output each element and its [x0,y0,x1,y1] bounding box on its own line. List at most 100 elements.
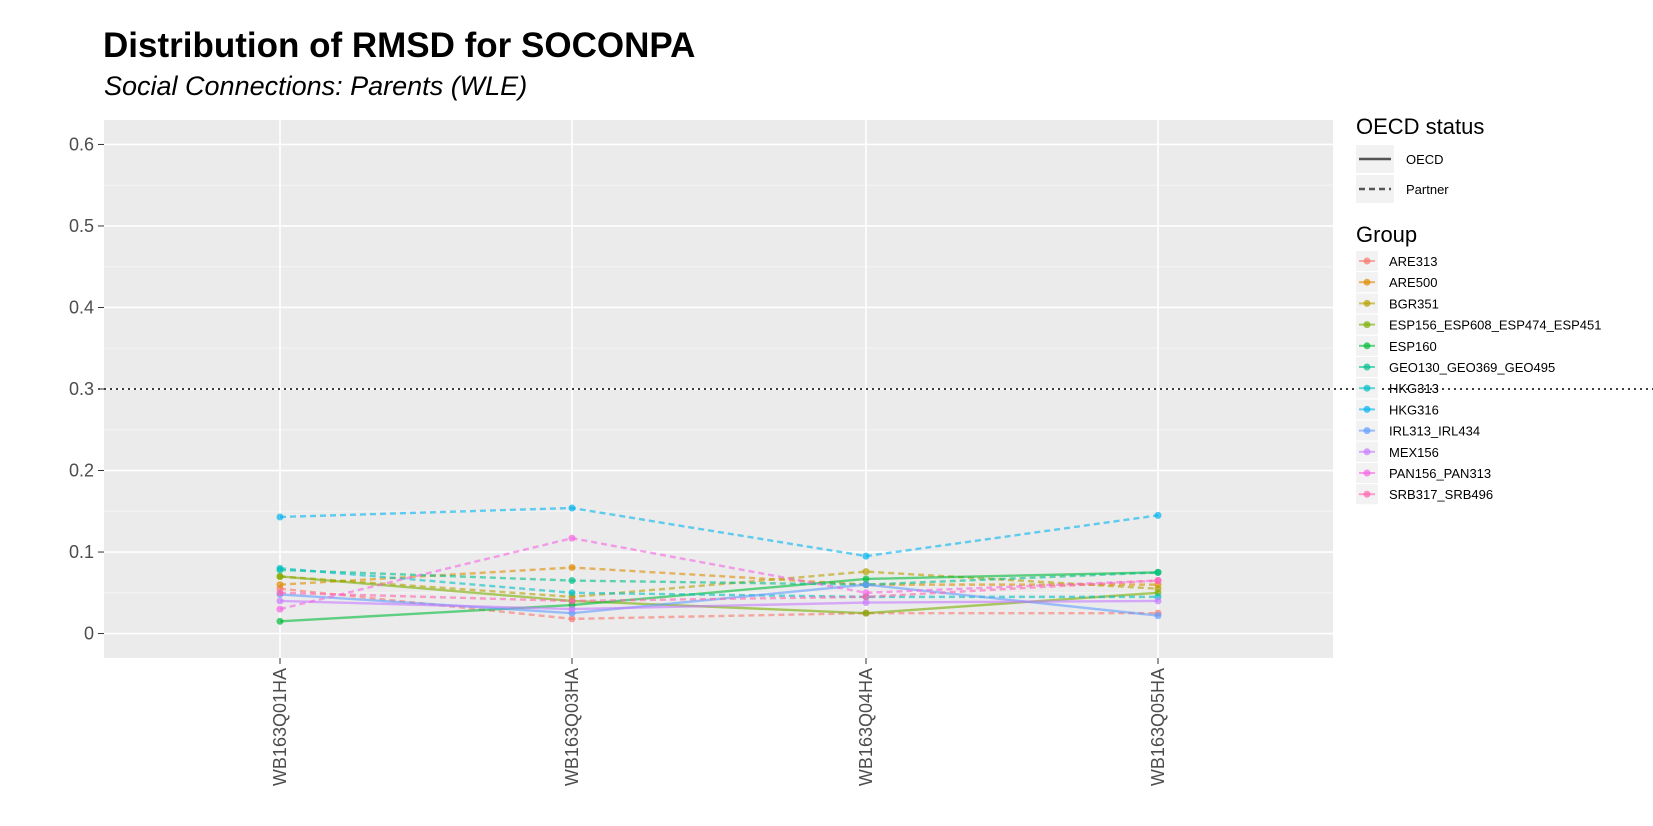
data-point [276,513,284,521]
linetype-legend: OECD status OECD Partner [1356,114,1484,203]
data-point [862,593,870,601]
data-point [1154,597,1162,605]
legend-key-point [1363,342,1371,350]
x-axis: WB163Q01HA WB163Q03HA WB163Q04HA WB163Q05HA [270,658,1168,786]
group-legend-label: GEO130_GEO369_GEO495 [1389,360,1555,375]
linetype-legend-entry: Partner [1356,175,1449,203]
series-line [279,506,1159,558]
series-SRB317_SRB496 [276,577,1162,605]
series-line [279,579,1159,603]
data-point [568,597,576,605]
plot-panel [98,120,1653,658]
data-point [862,599,870,607]
linetype-legend-entry: OECD [1356,145,1444,173]
group-legend-entry: ESP160 [1356,335,1437,356]
group-legend-entry: SRB317_SRB496 [1356,484,1493,505]
group-legend-title: Group [1356,222,1417,247]
data-point [568,605,576,613]
data-point [276,564,284,572]
group-legend-entry: ARE500 [1356,272,1437,293]
linetype-legend-title: OECD status [1356,114,1484,139]
y-tick-label: 0 [84,624,94,644]
y-tick-label: 0.6 [69,134,94,154]
data-point [568,564,576,572]
legend-key-point [1363,427,1371,435]
data-point [1154,511,1162,519]
series-MEX156 [276,597,1162,613]
data-point [862,575,870,583]
x-tick-label: WB163Q03HA [562,668,582,786]
data-point [568,534,576,542]
group-legend-label: ESP156_ESP608_ESP474_ESP451 [1389,318,1602,333]
chart-title: Distribution of RMSD for SOCONPA [103,26,695,65]
group-legend-entry: IRL313_IRL434 [1356,420,1480,441]
x-tick-label: WB163Q04HA [856,668,876,786]
series-line [279,599,1159,611]
group-legend-label: IRL313_IRL434 [1389,424,1480,439]
data-point [276,617,284,625]
legend-key-point [1363,278,1371,286]
x-tick-label: WB163Q01HA [270,668,290,786]
series-line [279,587,1158,621]
data-point [862,581,870,589]
data-point [568,589,576,597]
data-point [568,504,576,512]
series-line [279,575,1159,615]
group-legend-entry: ESP156_ESP608_ESP474_ESP451 [1356,314,1602,335]
data-point [276,597,284,605]
data-point [276,572,284,580]
legend-key-point [1363,321,1371,329]
data-point [862,609,870,617]
group-legend-label: MEX156 [1389,445,1439,460]
legend-key-point [1363,257,1371,265]
data-point [862,568,870,576]
group-legend-entry: HKG313 [1356,378,1439,399]
series-line [279,583,1159,617]
legend-key-point [1363,363,1371,371]
group-legend-entry: PAN156_PAN313 [1356,463,1491,483]
series-HKG316 [276,504,1162,560]
group-legend-label: SRB317_SRB496 [1389,487,1493,502]
series-line [279,568,1159,586]
group-legend-entry: BGR351 [1356,293,1439,314]
y-tick-label: 0.2 [69,461,94,481]
y-axis: 0 0.1 0.2 0.3 0.4 0.5 0.6 [69,134,104,644]
series-line [279,566,1158,586]
group-legend-label: ARE313 [1389,254,1437,269]
legend-key-point [1363,384,1371,392]
group-legend-label: BGR351 [1389,296,1439,311]
group-legend-label: HKG316 [1389,402,1439,417]
y-tick-label: 0.3 [69,379,94,399]
y-tick-label: 0.1 [69,542,94,562]
chart-subtitle: Social Connections: Parents (WLE) [104,71,527,101]
group-legend-label: HKG313 [1389,381,1439,396]
data-point [276,605,284,613]
legend-key-point [1363,469,1371,477]
y-tick-label: 0.5 [69,216,94,236]
group-legend-entry: GEO130_GEO369_GEO495 [1356,357,1555,377]
group-legend-entry: MEX156 [1356,441,1439,462]
group-legend-entry: ARE313 [1356,251,1437,271]
data-point [276,581,284,589]
legend-key-point [1363,405,1371,413]
group-legend-label: ARE500 [1389,275,1437,290]
data-point [568,615,576,623]
data-point [1154,568,1162,576]
data-point [1154,612,1162,620]
x-tick-label: WB163Q05HA [1148,668,1168,786]
legend-key-point [1363,299,1371,307]
group-legend-label: PAN156_PAN313 [1389,466,1491,481]
group-legend: Group ARE313 ARE500 BGR351 ESP156_ESP608_ES… [1356,222,1602,505]
group-legend-entry: HKG316 [1356,399,1439,420]
data-point [276,589,284,597]
legend-key-point [1363,490,1371,498]
y-tick-label: 0.4 [69,297,94,317]
data-point [862,552,870,560]
legend-key-point [1363,448,1371,456]
series-line [279,536,1159,611]
group-legend-label: ESP160 [1389,339,1437,354]
linetype-legend-label: OECD [1406,152,1444,167]
data-point [1154,577,1162,585]
